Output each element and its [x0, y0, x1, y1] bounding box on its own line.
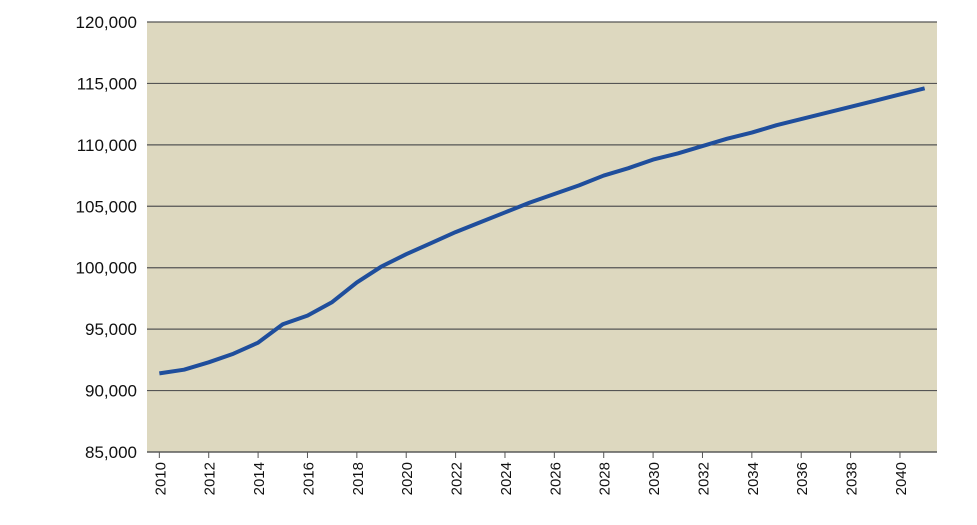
x-tick-label: 2012 [202, 462, 219, 495]
y-tick-label: 115,000 [77, 74, 137, 93]
x-tick-label: 2034 [745, 462, 762, 495]
x-tick-label: 2038 [844, 462, 861, 495]
y-tick-label: 90,000 [85, 382, 137, 401]
y-tick-label: 105,000 [76, 197, 137, 216]
x-tick-label: 2020 [399, 462, 416, 495]
y-tick-label: 110,000 [77, 136, 137, 155]
y-tick-label: 100,000 [76, 259, 137, 278]
x-tick-label: 2030 [646, 462, 663, 495]
x-tick-label: 2014 [251, 462, 268, 495]
x-tick-label: 2028 [597, 462, 614, 495]
plot-area [147, 22, 937, 452]
y-tick-label: 95,000 [85, 320, 137, 339]
x-tick-label: 2016 [300, 462, 317, 495]
x-tick-label: 2026 [547, 462, 564, 495]
y-tick-label: 120,000 [76, 13, 137, 32]
data-line [159, 86, 926, 376]
x-tick-label: 2040 [893, 462, 910, 495]
x-tick-label: 2018 [350, 462, 367, 495]
x-tick-label: 2032 [695, 462, 712, 495]
x-tick-label: 2022 [449, 462, 466, 495]
x-tick-label: 2036 [794, 462, 811, 495]
y-tick-label: 85,000 [85, 443, 137, 462]
x-tick-label: 2010 [152, 462, 169, 495]
x-tick-label: 2024 [498, 462, 515, 495]
